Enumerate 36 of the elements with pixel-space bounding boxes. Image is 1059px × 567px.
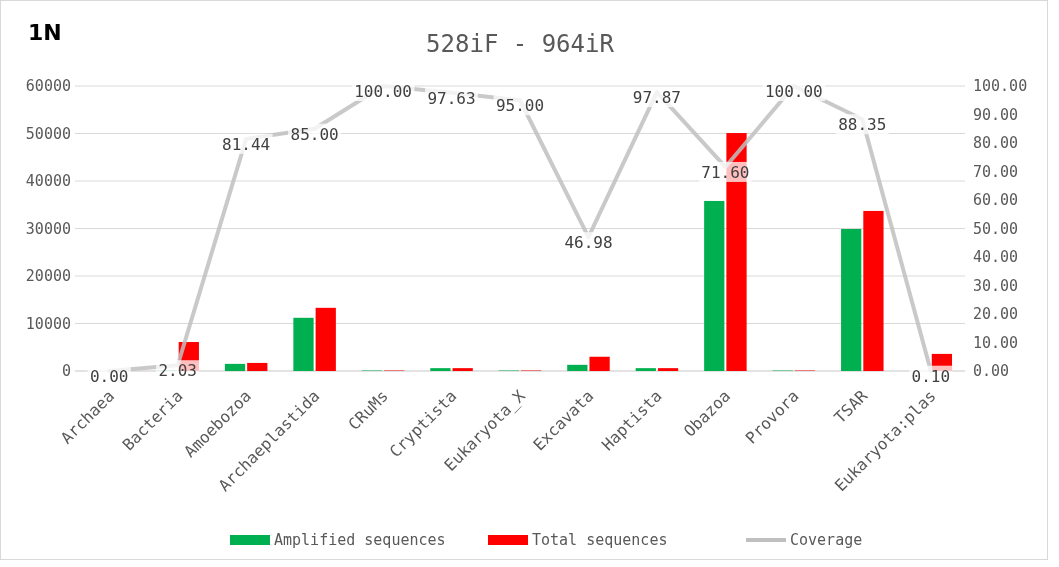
data-label: 88.35 — [838, 115, 887, 135]
data-label: 97.63 — [427, 88, 476, 108]
data-label: 0.10 — [911, 366, 951, 386]
y2-tick-label: 20.00 — [973, 305, 1019, 324]
y2-tick-label: 80.00 — [973, 134, 1019, 153]
legend-label: Amplified sequences — [274, 531, 446, 550]
y2-tick-label: 70.00 — [973, 162, 1019, 181]
y2-tick-label: 50.00 — [973, 219, 1019, 238]
y2-tick-label: 100.00 — [973, 77, 1028, 96]
legend-label: Total sequences — [532, 531, 668, 550]
y-tick-label: 10000 — [25, 314, 71, 333]
data-label: 100.00 — [764, 82, 823, 101]
data-label: 97.87 — [632, 88, 682, 108]
data-label: 0.00 — [89, 367, 129, 386]
y2-tick-label: 10.00 — [973, 333, 1019, 352]
y2-tick-label: 30.00 — [973, 276, 1019, 295]
y2-tick-label: 60.00 — [973, 191, 1019, 210]
y-tick-label: 0 — [61, 362, 71, 381]
y2-tick-label: 0.00 — [973, 362, 1010, 381]
data-label: 2.03 — [158, 361, 197, 381]
data-label: 95.00 — [495, 96, 545, 116]
y-tick-label: 50000 — [25, 124, 71, 143]
y-tick-label: 40000 — [25, 172, 71, 191]
y-tick-label: 30000 — [25, 219, 71, 238]
y2-tick-label: 90.00 — [973, 105, 1019, 124]
chart-title: 528iF - 964iR — [426, 30, 615, 58]
legend-label: Coverage — [790, 531, 863, 550]
data-label: 46.98 — [564, 233, 613, 253]
data-label: 85.00 — [290, 124, 339, 144]
data-label: 81.44 — [222, 134, 271, 154]
data-label: 71.60 — [701, 162, 750, 182]
text: 1N — [28, 20, 62, 45]
y-tick-label: 60000 — [25, 77, 71, 96]
y2-tick-label: 40.00 — [973, 248, 1019, 267]
data-label: 100.00 — [354, 82, 412, 101]
y-tick-label: 20000 — [25, 267, 71, 286]
